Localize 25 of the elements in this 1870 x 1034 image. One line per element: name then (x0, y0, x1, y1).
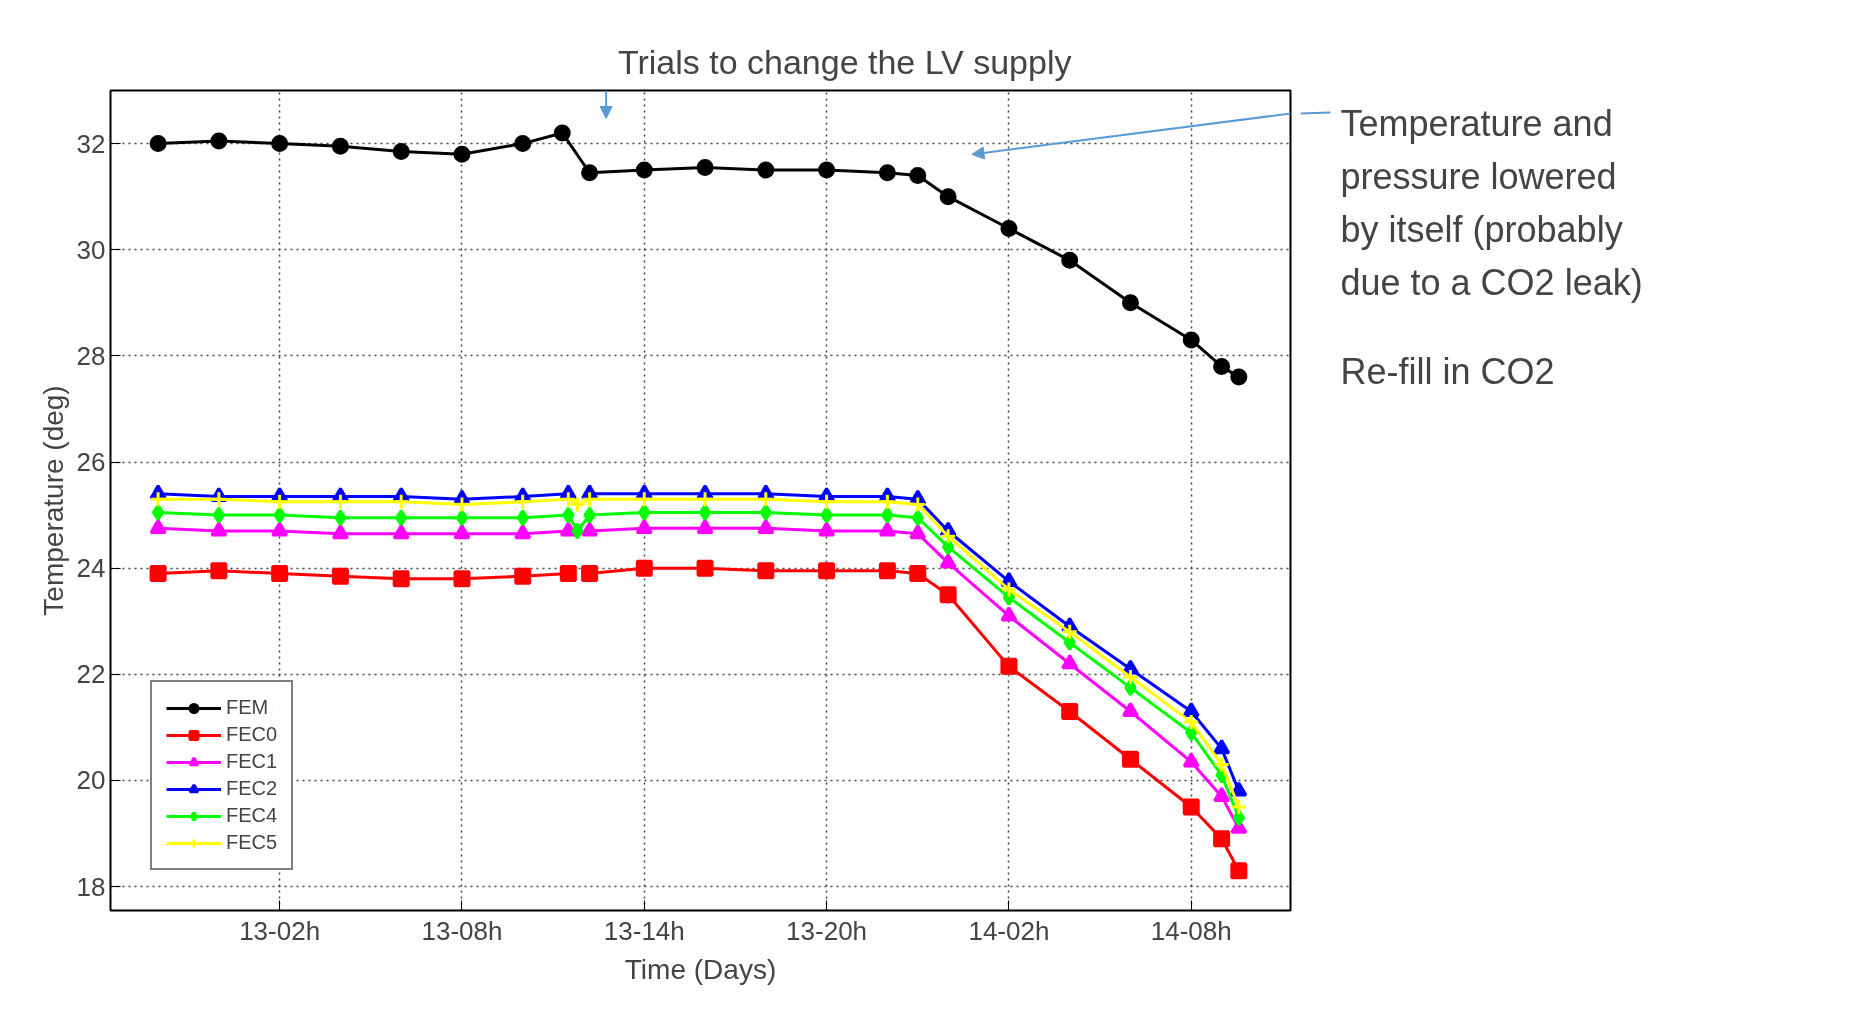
y-axis-title: Temperature (deg) (37, 385, 69, 616)
legend-label: FEM (226, 696, 269, 719)
text: Trials to change the LV supply (617, 42, 1072, 81)
x-tick-label: 13-08h (421, 915, 503, 946)
y-tick-label: 22 (76, 659, 106, 690)
legend-label: FEC4 (226, 804, 278, 827)
y-tick-label: 30 (76, 234, 106, 265)
x-axis-title: Time (Days) (624, 953, 777, 985)
y-tick-label: 28 (76, 340, 106, 371)
x-tick-label: 14-02h (968, 915, 1050, 946)
y-tick-label: 32 (76, 128, 106, 159)
legend-label: FEC5 (226, 831, 278, 854)
y-tick-label: 26 (76, 447, 106, 478)
y-tick-label: 24 (76, 553, 106, 584)
x-tick-label: 13-14h (603, 915, 685, 946)
legend-label: FEC0 (226, 723, 278, 746)
x-tick-label: 13-20h (786, 915, 868, 946)
x-tick-label: 14-08h (1150, 915, 1232, 946)
x-tick-label: 13-02h (239, 915, 321, 946)
y-tick-label: 20 (76, 765, 106, 796)
text: Re-fill in CO2 (1340, 350, 1555, 392)
y-tick-label: 18 (76, 871, 106, 902)
legend-label: FEC1 (226, 750, 278, 773)
legend-label: FEC2 (226, 777, 278, 800)
text: Temperature and pressure lowered by itself (probably due to a CO2 leak) (1340, 102, 1643, 304)
